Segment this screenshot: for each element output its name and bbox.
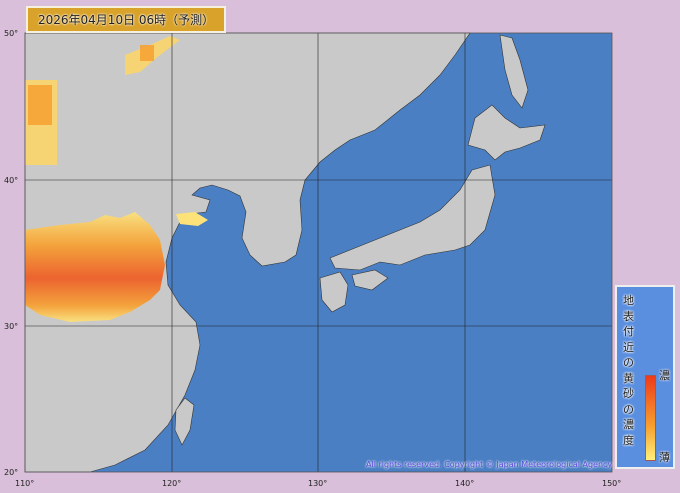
legend-high-label: 濃 (659, 369, 670, 382)
dust-concentration-legend: 地表付近の黄砂の濃度 濃 薄 (615, 285, 675, 469)
dust-area-shandong (176, 212, 208, 226)
lon-label-110: 110° (15, 479, 35, 488)
lat-label-50: 50° (4, 29, 19, 38)
kyushu (319, 271, 349, 313)
lat-label-40: 40° (4, 176, 19, 185)
graticule (25, 33, 612, 472)
copyright-notice: All rights reserved. Copyright © Japan M… (366, 460, 613, 469)
lat-label-30: 30° (4, 322, 19, 331)
dust-area-northwest-core (28, 85, 52, 125)
lon-label-120: 120° (162, 479, 182, 488)
dust-area-north-china (25, 212, 165, 322)
honshu (329, 164, 496, 271)
legend-title: 地表付近の黄砂の濃度 (623, 294, 634, 447)
legend-color-bar (645, 375, 656, 461)
sakhalin (499, 34, 529, 109)
asia-mainland (24, 32, 471, 473)
lon-label-150: 150° (602, 479, 622, 488)
forecast-time-title: 2026年04月10日 06時（予測） (26, 6, 227, 33)
dust-area-mongolia-core (140, 45, 154, 61)
legend-low-label: 薄 (659, 451, 670, 464)
taiwan (174, 397, 195, 446)
dust-areas (25, 36, 208, 322)
lon-label-140: 140° (455, 479, 475, 488)
lon-label-130: 130° (308, 479, 328, 488)
lat-label-20: 20° (4, 468, 19, 477)
hokkaido (467, 104, 546, 161)
shikoku (351, 269, 389, 291)
